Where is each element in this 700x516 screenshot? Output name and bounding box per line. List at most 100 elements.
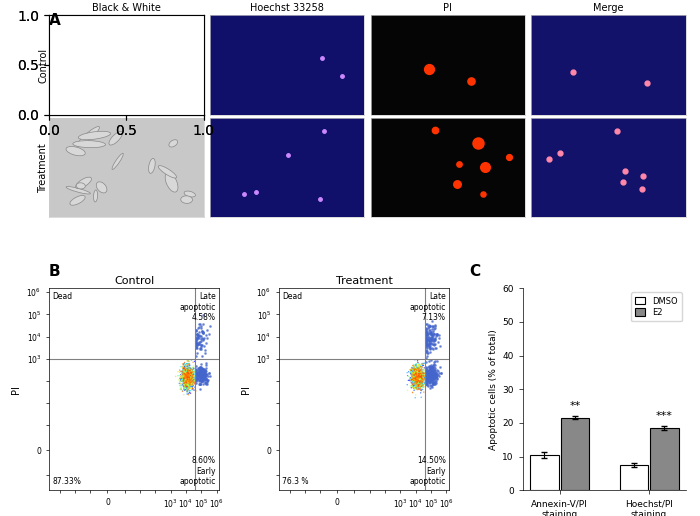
Point — [176, 380, 187, 389]
Point — [199, 375, 210, 383]
Point — [405, 375, 416, 383]
Point — [405, 367, 416, 376]
Point — [426, 373, 438, 381]
Point — [413, 367, 424, 375]
Point — [199, 372, 211, 380]
Point — [410, 370, 421, 379]
Point — [186, 376, 197, 384]
Point — [188, 374, 199, 382]
Ellipse shape — [94, 190, 97, 202]
Point — [410, 380, 421, 388]
Point — [185, 370, 196, 378]
Point — [425, 367, 436, 376]
Point — [422, 369, 433, 378]
Point — [182, 372, 193, 380]
Point — [182, 382, 193, 390]
Point — [195, 360, 206, 368]
Point — [190, 352, 202, 360]
Point — [409, 366, 420, 375]
Point — [414, 374, 426, 382]
Point — [414, 383, 426, 392]
Point — [417, 379, 428, 387]
Point — [181, 370, 193, 378]
Point — [426, 373, 437, 381]
Point — [409, 368, 420, 377]
Ellipse shape — [141, 90, 160, 93]
Point — [430, 373, 442, 381]
Point — [183, 376, 194, 384]
Point — [421, 364, 433, 373]
Point — [183, 369, 195, 377]
Point — [177, 366, 188, 374]
Point — [417, 369, 428, 377]
Point — [194, 372, 205, 380]
Point — [409, 383, 420, 392]
Point — [430, 357, 441, 365]
Point — [412, 373, 423, 381]
Point — [185, 376, 196, 384]
Point — [183, 367, 195, 376]
Point — [414, 383, 425, 392]
Point — [181, 366, 192, 375]
Point — [411, 364, 422, 373]
Point — [409, 370, 420, 379]
Point — [183, 367, 194, 375]
Point — [182, 378, 193, 386]
Point — [180, 372, 191, 380]
Point — [186, 381, 197, 390]
Point — [416, 363, 427, 372]
Ellipse shape — [97, 182, 107, 193]
Point — [183, 370, 194, 379]
Point — [181, 376, 192, 384]
Point — [181, 381, 192, 390]
Point — [177, 376, 188, 384]
Point — [184, 368, 195, 376]
Point — [409, 377, 420, 385]
Point — [412, 366, 423, 375]
Point — [428, 370, 439, 378]
Point — [420, 371, 431, 379]
Point — [182, 372, 193, 380]
Point — [416, 382, 428, 390]
Point — [411, 374, 422, 382]
Point — [178, 371, 189, 379]
Point — [410, 365, 421, 373]
Point — [412, 374, 423, 382]
Point — [428, 369, 439, 378]
Point — [185, 369, 196, 377]
Point — [178, 373, 189, 381]
Point — [183, 369, 194, 378]
Point — [412, 375, 423, 383]
Point — [178, 384, 190, 392]
Point — [181, 372, 192, 380]
Point — [181, 370, 192, 378]
Point — [193, 364, 204, 373]
Point — [192, 331, 203, 340]
Point — [430, 372, 441, 380]
Point — [178, 360, 190, 368]
Point — [426, 366, 437, 374]
Point — [412, 370, 423, 379]
Point — [409, 373, 420, 381]
Point — [186, 374, 197, 382]
Point — [183, 376, 195, 384]
Point — [180, 375, 191, 383]
Point — [407, 365, 418, 374]
Point — [410, 378, 421, 386]
Point — [195, 377, 206, 385]
Point — [188, 375, 199, 383]
Point — [413, 375, 424, 383]
Point — [181, 369, 193, 378]
Point — [405, 365, 416, 374]
Point — [180, 371, 191, 379]
Point — [407, 368, 419, 376]
Point — [181, 378, 192, 386]
Point — [182, 379, 193, 388]
Point — [183, 367, 195, 376]
Point — [425, 369, 436, 378]
Point — [183, 374, 195, 382]
Point — [174, 372, 185, 380]
Point — [411, 375, 422, 383]
Point — [182, 371, 193, 379]
Point — [185, 365, 196, 374]
